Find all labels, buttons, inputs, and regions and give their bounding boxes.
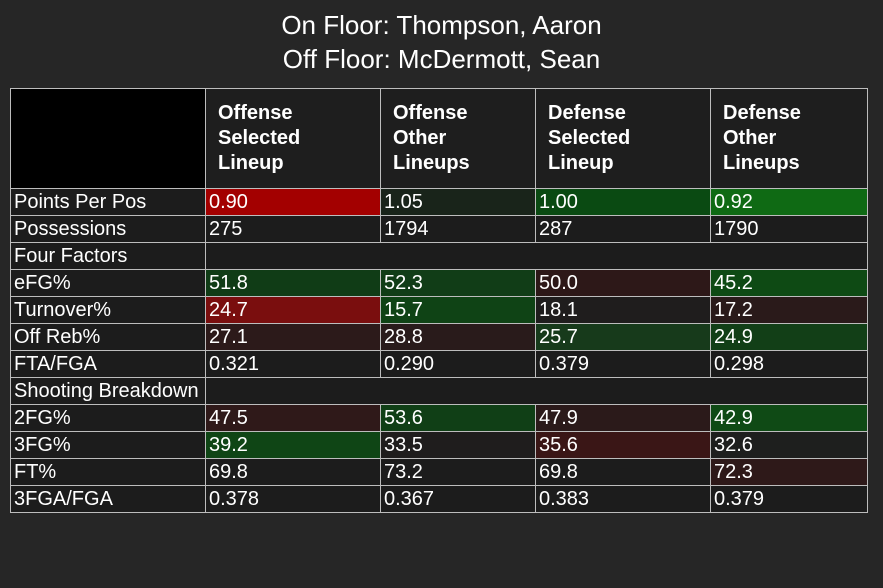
table-cell: 0.90 [205,188,381,216]
column-header: Defense Selected Lineup [535,88,711,189]
column-header-line: Other [723,127,777,149]
table-row: Points Per Pos 0.90 1.05 1.00 0.92 [10,188,868,216]
header-row: Offense Selected Lineup Offense Other Li… [10,88,868,189]
column-header: Offense Other Lineups [380,88,536,189]
column-header-line: Lineups [723,152,800,174]
row-label: 3FGA/FGA [10,485,206,513]
table-row: Turnover% 24.7 15.7 18.1 17.2 [10,296,868,324]
table-cell: 287 [535,215,711,243]
column-header-line: Other [393,127,447,149]
column-header-line: Lineup [548,152,614,174]
section-spacer [205,242,868,270]
table-cell: 18.1 [535,296,711,324]
table-cell: 42.9 [710,404,868,432]
table-row: eFG% 51.8 52.3 50.0 45.2 [10,269,868,297]
section-label: Shooting Breakdown [10,377,206,405]
column-header-line: Selected [548,127,631,149]
table-cell: 33.5 [380,431,536,459]
row-label: 2FG% [10,404,206,432]
table-cell: 0.290 [380,350,536,378]
lineup-stats-table: Offense Selected Lineup Offense Other Li… [10,88,868,513]
table-cell: 50.0 [535,269,711,297]
table-cell: 24.9 [710,323,868,351]
table-cell: 72.3 [710,458,868,486]
table-cell: 0.321 [205,350,381,378]
section-spacer [205,377,868,405]
column-header-line: Lineup [218,152,284,174]
section-row: Shooting Breakdown [10,377,868,405]
table-cell: 51.8 [205,269,381,297]
table-row: 3FG% 39.2 33.5 35.6 32.6 [10,431,868,459]
table-cell: 1.05 [380,188,536,216]
table-cell: 69.8 [535,458,711,486]
table-cell: 47.5 [205,404,381,432]
table-cell: 73.2 [380,458,536,486]
table-cell: 69.8 [205,458,381,486]
column-header-line: Defense [548,102,626,124]
table-cell: 1790 [710,215,868,243]
chart-title: On Floor: Thompson, Aaron Off Floor: McD… [0,8,883,76]
row-label: Off Reb% [10,323,206,351]
column-header-line: Offense [218,102,293,124]
table-cell: 35.6 [535,431,711,459]
row-label: Turnover% [10,296,206,324]
table-cell: 1794 [380,215,536,243]
table-row: 3FGA/FGA 0.378 0.367 0.383 0.379 [10,485,868,513]
table-cell: 275 [205,215,381,243]
row-label: Possessions [10,215,206,243]
table-row: Possessions 275 1794 287 1790 [10,215,868,243]
column-header: Defense Other Lineups [710,88,868,189]
table-cell: 0.378 [205,485,381,513]
table-cell: 0.383 [535,485,711,513]
title-line-1: On Floor: Thompson, Aaron [281,10,602,40]
table-cell: 25.7 [535,323,711,351]
table-cell: 47.9 [535,404,711,432]
table-cell: 52.3 [380,269,536,297]
table-cell: 32.6 [710,431,868,459]
table-row: FTA/FGA 0.321 0.290 0.379 0.298 [10,350,868,378]
table-cell: 0.92 [710,188,868,216]
row-label: FTA/FGA [10,350,206,378]
table-cell: 1.00 [535,188,711,216]
row-label: FT% [10,458,206,486]
table-row: FT% 69.8 73.2 69.8 72.3 [10,458,868,486]
table-cell: 28.8 [380,323,536,351]
table-cell: 39.2 [205,431,381,459]
section-row: Four Factors [10,242,868,270]
table-cell: 53.6 [380,404,536,432]
table-row: 2FG% 47.5 53.6 47.9 42.9 [10,404,868,432]
row-label: 3FG% [10,431,206,459]
table-cell: 17.2 [710,296,868,324]
table-cell: 15.7 [380,296,536,324]
row-label: eFG% [10,269,206,297]
column-header-line: Offense [393,102,468,124]
table-body: Points Per Pos 0.90 1.05 1.00 0.92 Possession… [10,188,868,513]
column-header: Offense Selected Lineup [205,88,381,189]
title-line-2: Off Floor: McDermott, Sean [282,44,601,74]
table-cell: 0.298 [710,350,868,378]
table-cell: 0.379 [535,350,711,378]
section-label: Four Factors [10,242,206,270]
column-header-line: Lineups [393,152,470,174]
column-header-line: Selected [218,127,301,149]
table-row: Off Reb% 27.1 28.8 25.7 24.9 [10,323,868,351]
table-cell: 45.2 [710,269,868,297]
column-header-line: Defense [723,102,801,124]
table-cell: 0.367 [380,485,536,513]
table-cell: 0.379 [710,485,868,513]
row-label: Points Per Pos [10,188,206,216]
table-cell: 24.7 [205,296,381,324]
table-cell: 27.1 [205,323,381,351]
corner-cell [10,88,206,189]
